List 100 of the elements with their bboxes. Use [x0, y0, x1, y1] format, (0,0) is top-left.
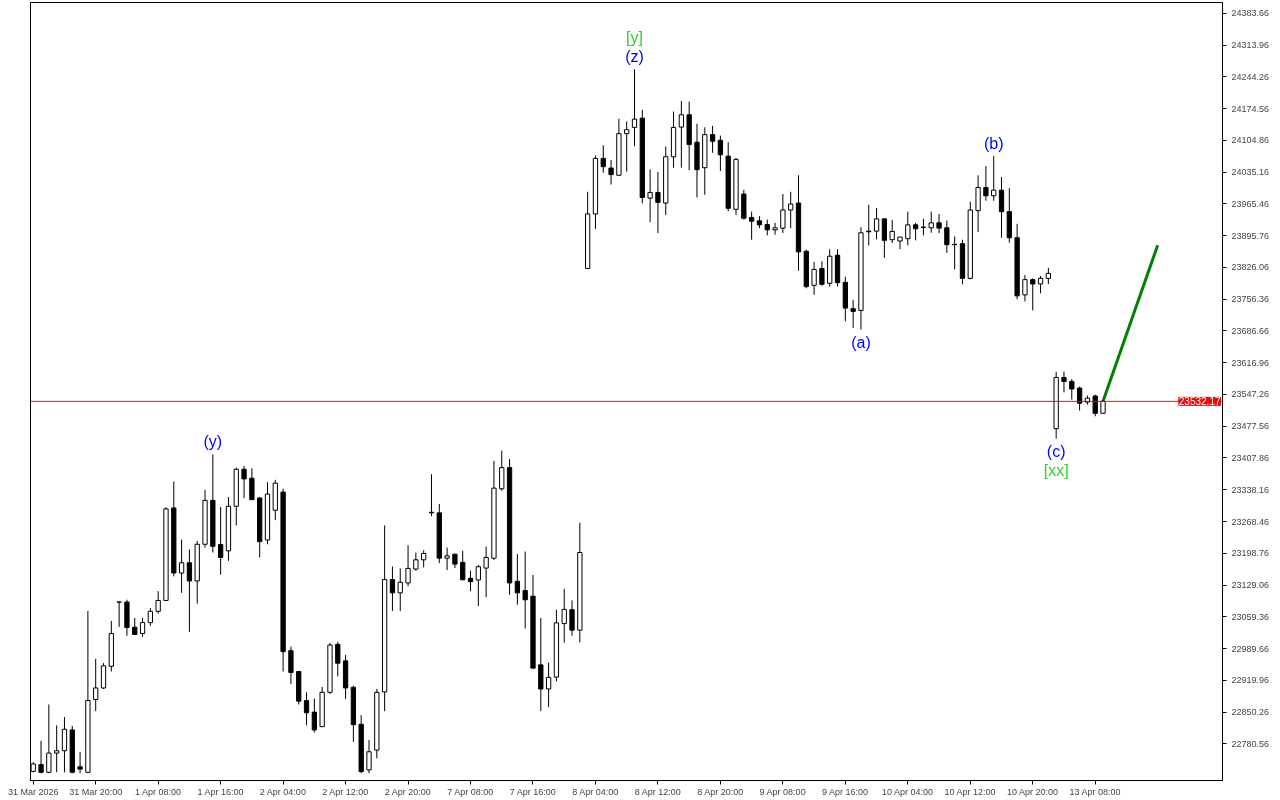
candlestick	[38, 740, 44, 774]
y-tick-label: 23547.26	[1231, 389, 1270, 400]
candlestick	[780, 193, 786, 234]
candlestick	[608, 159, 614, 186]
candlestick	[1022, 274, 1028, 302]
y-tick-label: 23895.76	[1231, 230, 1270, 241]
candlestick	[944, 220, 950, 254]
y-tick-label: 23198.76	[1231, 548, 1270, 559]
y-tick-label: 23407.86	[1231, 452, 1270, 463]
candlestick	[405, 544, 411, 587]
candlestick	[600, 144, 606, 174]
candlestick	[77, 751, 83, 774]
candlestick	[991, 155, 997, 202]
candlestick	[499, 450, 505, 492]
y-tick-label: 23826.06	[1231, 262, 1270, 273]
candlestick	[545, 662, 552, 708]
ref-line-label: 23532.17	[1178, 396, 1221, 408]
candlestick	[850, 299, 856, 329]
candlestick	[428, 473, 435, 517]
x-tick-label: 7 Apr 16:00	[509, 786, 556, 797]
annotation: (z)	[625, 48, 644, 66]
y-tick-label: 23338.16	[1231, 484, 1270, 495]
x-tick-label: 2 Apr 12:00	[322, 786, 369, 797]
y-tick-label: 22919.96	[1231, 675, 1270, 686]
candlestick	[413, 552, 419, 572]
x-tick-label: 8 Apr 20:00	[697, 786, 744, 797]
candlestick	[249, 467, 255, 501]
y-tick-label: 23686.66	[1231, 325, 1270, 336]
candlestick	[483, 546, 489, 598]
y-tick-label: 23477.56	[1231, 421, 1270, 432]
candlestick	[631, 68, 638, 147]
candlestick	[335, 641, 341, 677]
candlestick	[998, 176, 1005, 239]
annotation: [y]	[626, 29, 643, 47]
candlestick	[772, 222, 778, 236]
candlestick	[647, 168, 653, 223]
candlestick	[311, 698, 317, 734]
candlestick	[717, 135, 724, 172]
x-tick-label: 31 Mar 20:00	[69, 786, 123, 797]
annotation: (y)	[203, 433, 223, 451]
candlestick	[460, 550, 466, 582]
y-tick-label: 24035.16	[1231, 167, 1270, 178]
annotation: (c)	[1046, 442, 1066, 460]
candlestick	[178, 539, 185, 594]
x-tick-label: 8 Apr 04:00	[572, 786, 619, 797]
candlestick	[873, 207, 880, 240]
y-tick-label: 24383.66	[1231, 8, 1270, 19]
candlestick	[709, 125, 716, 154]
candlestick	[881, 218, 888, 259]
x-tick-label: 1 Apr 08:00	[134, 786, 181, 797]
candlestick	[139, 617, 146, 638]
candlestick	[389, 565, 396, 612]
x-tick-label: 7 Apr 08:00	[447, 786, 494, 797]
candlestick	[397, 567, 403, 612]
y-tick-label: 24244.26	[1231, 71, 1270, 82]
y-tick-label: 22780.56	[1231, 738, 1270, 749]
x-tick-label: 31 Mar 2026	[7, 786, 59, 797]
candlestick	[655, 171, 661, 234]
annotation: (a)	[851, 333, 871, 351]
x-tick-label: 13 Apr 08:00	[1069, 786, 1121, 797]
candlestick	[561, 588, 567, 644]
candlestick	[467, 570, 474, 592]
candlestick	[748, 211, 755, 241]
candlestick	[514, 553, 521, 606]
candlestick	[303, 691, 310, 726]
candlestick	[155, 590, 161, 615]
candlestick	[936, 213, 942, 234]
x-tick-label: 2 Apr 20:00	[384, 786, 431, 797]
annotation: [xx]	[1043, 461, 1069, 479]
candlestick	[1069, 378, 1075, 401]
candlestick	[186, 549, 193, 633]
x-tick-label: 9 Apr 16:00	[822, 786, 869, 797]
candlestick	[975, 174, 981, 233]
candlestick	[366, 739, 372, 774]
y-tick-label: 23756.36	[1231, 294, 1270, 305]
candlestick	[444, 547, 450, 571]
y-tick-label: 23059.36	[1231, 611, 1270, 622]
candlestick	[522, 551, 528, 630]
x-tick-label: 10 Apr 20:00	[1006, 786, 1059, 797]
candlestick	[93, 658, 99, 712]
candlestick	[811, 261, 817, 296]
candlestick	[866, 204, 872, 246]
y-tick-label: 24104.86	[1231, 135, 1270, 146]
candlestick	[61, 716, 68, 773]
y-tick-label: 24174.56	[1231, 103, 1270, 114]
candlestick	[46, 704, 52, 774]
candlestick	[889, 219, 895, 244]
candlestick	[788, 191, 794, 229]
candlestick	[983, 165, 989, 202]
candlestick	[1030, 277, 1036, 311]
candlestick	[475, 564, 481, 607]
candlestick	[241, 465, 247, 499]
candlestick	[1061, 371, 1067, 393]
y-tick-label: 23965.46	[1231, 198, 1270, 209]
y-tick-label: 22850.26	[1231, 707, 1270, 718]
candlestick	[100, 662, 107, 690]
annotation: (b)	[983, 135, 1004, 153]
x-tick-label: 1 Apr 16:00	[197, 786, 244, 797]
candlestick	[288, 646, 294, 685]
candlestick	[54, 724, 60, 773]
